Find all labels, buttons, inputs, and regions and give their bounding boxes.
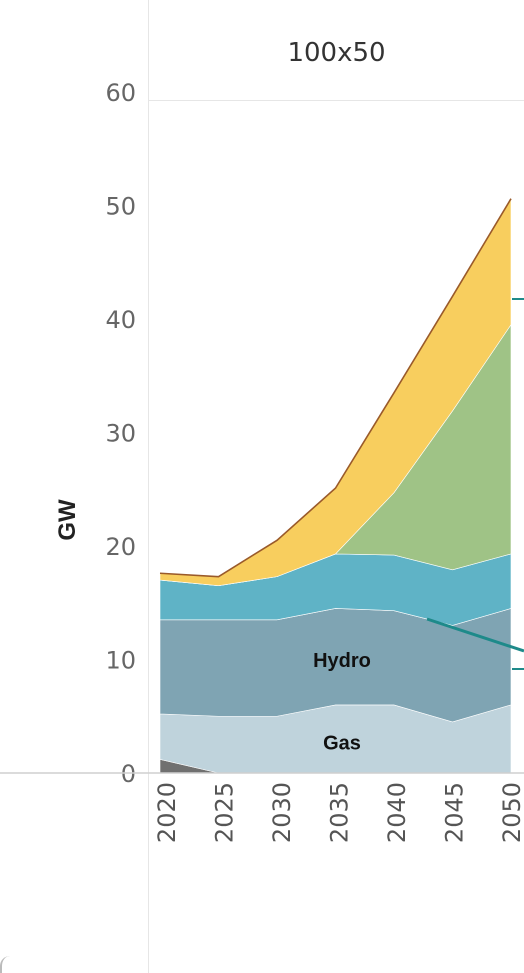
- panel-left-border: [148, 0, 149, 973]
- y-tick-label: 0: [121, 760, 136, 788]
- x-tick-label: 2030: [268, 782, 296, 843]
- area-layers: [159, 197, 512, 774]
- x-axis-ticks: 2020 2025 2030 2035 2040 2045 2050: [153, 782, 524, 843]
- x-tick-label: 2040: [383, 782, 411, 843]
- window-corner: [0, 956, 12, 973]
- callout-arrow: [426, 617, 524, 653]
- area-labels: Hydro Gas: [313, 650, 371, 754]
- x-tick-label: 2025: [211, 782, 239, 843]
- panel-title: 100x50: [287, 38, 386, 68]
- y-tick-label: 60: [105, 79, 136, 107]
- y-axis-ticks: 0 10 20 30 40 50 60: [105, 79, 136, 788]
- y-tick-label: 10: [105, 647, 136, 675]
- y-tick-label: 40: [105, 306, 136, 334]
- y-tick-label: 20: [105, 533, 136, 561]
- x-tick-label: 2035: [326, 782, 354, 843]
- y-tick-label: 50: [105, 193, 136, 221]
- y-tick-label: 30: [105, 420, 136, 448]
- panel-title-divider: [149, 100, 524, 101]
- x-tick-label: 2020: [153, 782, 181, 843]
- area-label-hydro: Hydro: [313, 650, 371, 672]
- annotation-group: [426, 298, 524, 670]
- total-line-group: [159, 198, 512, 578]
- total-line: [159, 198, 512, 578]
- area-label-gas: Gas: [323, 732, 361, 754]
- x-tick-label: 2050: [498, 782, 524, 843]
- x-tick-label: 2045: [441, 782, 469, 843]
